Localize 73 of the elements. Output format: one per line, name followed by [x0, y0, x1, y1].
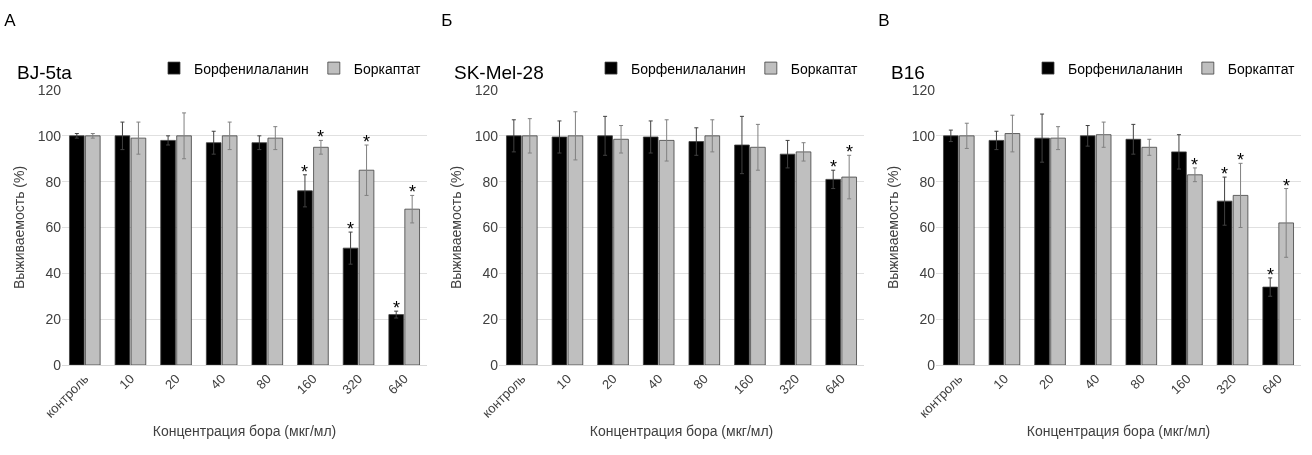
y-tick-label: 100 [911, 127, 936, 144]
x-axis-title: Концентрация бора (мкг/мл) [152, 422, 337, 439]
x-tick-label: 160 [1167, 371, 1194, 398]
y-tick-label: 80 [919, 173, 936, 190]
y-axis-title: Выживаемость (%) [448, 165, 464, 290]
data-label: * [393, 298, 401, 318]
x-tick-label: 40 [207, 371, 229, 393]
y-tick-label: 60 [45, 219, 62, 236]
y-tick-label: 20 [482, 311, 499, 328]
x-tick-label: 10 [990, 371, 1012, 393]
x-tick-label: 160 [293, 371, 320, 398]
data-label: * [363, 132, 371, 152]
y-tick-label: 20 [45, 311, 62, 328]
data-label: * [301, 162, 309, 182]
chart-title: В [878, 10, 890, 30]
data-label: * [1283, 176, 1291, 196]
chart-title: А [4, 10, 17, 30]
x-tick-label: 40 [644, 371, 666, 393]
data-label: * [347, 219, 355, 239]
y-tick-label: 40 [482, 265, 499, 282]
x-tick-label: 20 [598, 371, 620, 393]
legend-label: Боркаптат [1227, 60, 1296, 77]
x-tick-label: 10 [553, 371, 575, 393]
legend-label: Борфенилаланин [631, 60, 746, 77]
data-label: * [1267, 265, 1275, 285]
chart-subtitle: BJ-5ta [17, 62, 73, 83]
legend-label: Борфенилаланин [1068, 60, 1183, 77]
y-tick-label: 100 [37, 127, 62, 144]
y-tick-label: 60 [482, 219, 499, 236]
y-tick-label: 80 [482, 173, 499, 190]
x-tick-label: 80 [1127, 371, 1149, 393]
x-tick-label: 20 [161, 371, 183, 393]
y-tick-label: 0 [490, 356, 499, 373]
y-tick-label: 60 [919, 219, 936, 236]
data-label: * [1221, 164, 1229, 184]
data-label: * [317, 127, 325, 147]
y-tick-label: 120 [911, 81, 936, 98]
x-tick-label: 320 [776, 371, 803, 398]
legend-label: Боркаптат [790, 60, 859, 77]
y-tick-label: 80 [45, 173, 62, 190]
x-axis-title: Концентрация бора (мкг/мл) [1026, 422, 1211, 439]
x-tick-label: 640 [384, 371, 411, 398]
chart-subtitle: SK-Mel-28 [454, 62, 544, 83]
x-tick-label: 10 [116, 371, 138, 393]
y-tick-label: 120 [37, 81, 62, 98]
legend-label: Боркаптат [353, 60, 422, 77]
y-axis-title: Выживаемость (%) [885, 165, 901, 290]
y-tick-label: 40 [919, 265, 936, 282]
x-tick-label: 640 [821, 371, 848, 398]
x-tick-label: 320 [339, 371, 366, 398]
x-tick-label: 160 [730, 371, 757, 398]
y-tick-label: 100 [474, 127, 499, 144]
x-axis-title: Концентрация бора (мкг/мл) [589, 422, 774, 439]
chart-subtitle: B16 [891, 62, 925, 83]
data-label: * [409, 182, 417, 202]
chart-title: Б [441, 10, 453, 30]
x-tick-label: 80 [690, 371, 712, 393]
legend-label: Борфенилаланин [194, 60, 309, 77]
y-tick-label: 120 [474, 81, 499, 98]
y-tick-label: 20 [919, 311, 936, 328]
data-label: * [846, 142, 854, 162]
x-tick-label: 40 [1081, 371, 1103, 393]
x-tick-label: 320 [1213, 371, 1240, 398]
y-tick-label: 0 [927, 356, 936, 373]
data-label: * [830, 157, 838, 177]
y-axis-title: Выживаемость (%) [11, 165, 27, 290]
y-tick-label: 0 [53, 356, 62, 373]
x-tick-label: 80 [253, 371, 275, 393]
y-tick-label: 40 [45, 265, 62, 282]
data-label: * [1237, 150, 1245, 170]
x-tick-label: 640 [1258, 371, 1285, 398]
x-tick-label: 20 [1035, 371, 1057, 393]
data-label: * [1191, 155, 1199, 175]
